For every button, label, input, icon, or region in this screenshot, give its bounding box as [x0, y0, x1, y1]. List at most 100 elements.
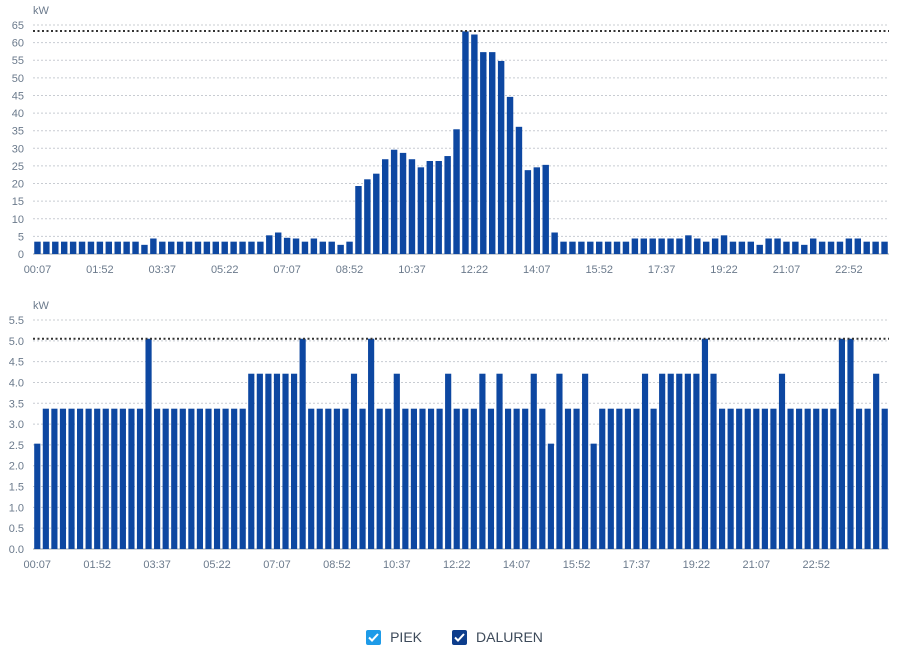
bar[interactable] — [729, 241, 737, 254]
bar[interactable] — [497, 60, 505, 255]
bar[interactable] — [188, 408, 195, 549]
bar[interactable] — [128, 408, 135, 549]
bar[interactable] — [256, 373, 263, 549]
bar[interactable] — [590, 443, 597, 549]
bar[interactable] — [342, 408, 349, 549]
bar[interactable] — [68, 408, 75, 549]
bar[interactable] — [694, 238, 701, 254]
bar[interactable] — [368, 338, 375, 549]
bar[interactable] — [111, 408, 118, 549]
bar[interactable] — [85, 408, 92, 549]
bar[interactable] — [205, 408, 212, 549]
bar[interactable] — [804, 408, 811, 549]
bar[interactable] — [69, 241, 77, 254]
bar[interactable] — [711, 238, 719, 254]
bar[interactable] — [462, 31, 469, 254]
bar[interactable] — [873, 373, 880, 549]
bar[interactable] — [436, 408, 443, 549]
bar[interactable] — [809, 238, 817, 254]
bar[interactable] — [136, 408, 144, 549]
bar[interactable] — [292, 238, 300, 254]
bar[interactable] — [87, 241, 95, 254]
bar[interactable] — [667, 373, 674, 549]
bar[interactable] — [796, 408, 803, 549]
bar[interactable] — [827, 241, 835, 254]
bar[interactable] — [864, 408, 871, 549]
bar[interactable] — [150, 238, 157, 254]
bar[interactable] — [624, 408, 632, 549]
bar[interactable] — [385, 408, 392, 549]
bar[interactable] — [718, 408, 726, 549]
bar[interactable] — [445, 373, 452, 549]
bar[interactable] — [479, 373, 486, 549]
bar[interactable] — [506, 96, 514, 255]
bar[interactable] — [720, 235, 728, 254]
bar[interactable] — [248, 373, 255, 549]
bar[interactable] — [435, 160, 442, 254]
bar[interactable] — [854, 238, 862, 254]
bar[interactable] — [301, 241, 309, 254]
bar[interactable] — [783, 241, 790, 254]
bar[interactable] — [179, 408, 186, 549]
bar[interactable] — [34, 443, 41, 549]
bar[interactable] — [167, 241, 175, 254]
bar[interactable] — [154, 408, 161, 549]
bar[interactable] — [212, 241, 220, 254]
checkbox-checked-icon[interactable] — [452, 629, 467, 645]
bar[interactable] — [587, 241, 594, 254]
bar[interactable] — [736, 408, 743, 549]
bar[interactable] — [373, 173, 380, 254]
bar[interactable] — [265, 373, 272, 549]
bar[interactable] — [162, 408, 169, 549]
bar[interactable] — [658, 238, 665, 254]
bar[interactable] — [185, 241, 193, 254]
bar[interactable] — [761, 408, 768, 549]
bar[interactable] — [480, 52, 487, 255]
bar[interactable] — [778, 373, 786, 549]
bar[interactable] — [274, 232, 282, 254]
bar[interactable] — [770, 408, 777, 549]
bar[interactable] — [399, 152, 407, 254]
bar[interactable] — [863, 241, 870, 254]
bar[interactable] — [753, 408, 760, 549]
bar[interactable] — [325, 408, 332, 549]
bar[interactable] — [76, 408, 84, 549]
bar[interactable] — [744, 408, 751, 549]
checkbox-checked-icon[interactable] — [366, 629, 382, 645]
bar[interactable] — [102, 408, 109, 549]
bar[interactable] — [578, 241, 585, 254]
bar[interactable] — [350, 373, 358, 549]
bar[interactable] — [649, 238, 656, 254]
bar[interactable] — [564, 408, 572, 549]
bar[interactable] — [738, 241, 746, 254]
bar[interactable] — [290, 373, 298, 549]
bar[interactable] — [453, 129, 460, 254]
bar[interactable] — [613, 241, 621, 254]
bar[interactable] — [266, 235, 273, 254]
bar[interactable] — [94, 408, 101, 549]
bar[interactable] — [787, 408, 794, 549]
bar[interactable] — [633, 408, 640, 549]
bar[interactable] — [607, 408, 614, 549]
bar[interactable] — [402, 408, 409, 549]
bar[interactable] — [308, 408, 315, 549]
bar[interactable] — [96, 241, 104, 254]
bar[interactable] — [488, 52, 496, 255]
bar[interactable] — [818, 241, 826, 254]
bar[interactable] — [376, 408, 383, 549]
bar[interactable] — [701, 338, 709, 549]
bar[interactable] — [114, 241, 121, 254]
bar[interactable] — [145, 338, 152, 549]
bar[interactable] — [727, 408, 734, 549]
bar[interactable] — [159, 241, 166, 254]
bar[interactable] — [417, 167, 425, 254]
bar[interactable] — [756, 244, 763, 254]
bar[interactable] — [282, 373, 289, 549]
bar[interactable] — [556, 373, 563, 549]
bar[interactable] — [515, 126, 523, 254]
bar[interactable] — [847, 338, 854, 549]
bar[interactable] — [622, 241, 630, 254]
bar[interactable] — [845, 238, 853, 254]
bar[interactable] — [34, 241, 41, 254]
bar[interactable] — [604, 241, 612, 254]
